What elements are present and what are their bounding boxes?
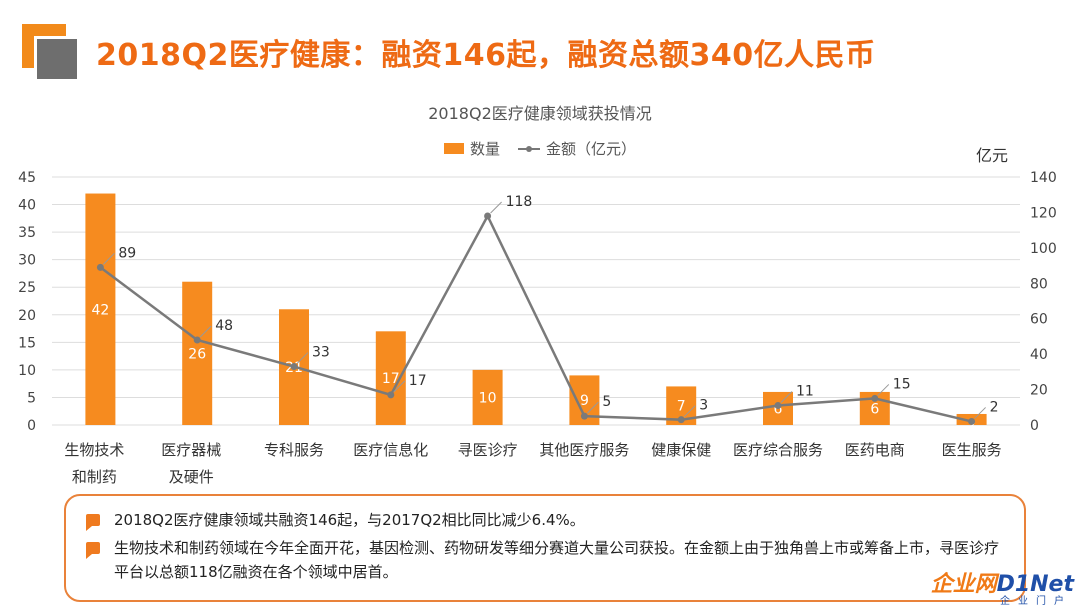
line-point xyxy=(193,336,201,344)
speech-bubble-icon xyxy=(86,514,100,531)
line-value-label: 118 xyxy=(506,194,533,210)
line-value-label: 33 xyxy=(312,345,330,361)
x-category-label: 医生服务 xyxy=(942,441,1002,459)
line-point xyxy=(387,391,395,399)
chart-legend: 数量 金额（亿元） xyxy=(0,138,1080,159)
line-point xyxy=(290,363,298,371)
brand-subtitle: 企业门户 xyxy=(1000,596,1072,607)
line-value-label: 15 xyxy=(893,376,911,392)
x-category-label: 其他医疗服务 xyxy=(539,441,629,459)
y-right-tick-label: 40 xyxy=(1030,347,1048,363)
chart-title: 2018Q2医疗健康领域获投情况 xyxy=(428,104,652,123)
note-item: 2018Q2医疗健康领域共融资146起，与2017Q2相比同比减少6.4%。 xyxy=(86,508,1002,532)
point-leader xyxy=(587,401,599,414)
legend-line-swatch xyxy=(518,143,540,155)
bar-value-label: 6 xyxy=(870,401,879,417)
line-value-label: 5 xyxy=(602,394,611,410)
legend-label-amount: 金额（亿元） xyxy=(546,140,637,158)
point-leader xyxy=(393,380,406,393)
legend-item-amount: 金额（亿元） xyxy=(518,138,636,159)
legend-item-count: 数量 xyxy=(443,138,500,159)
y-left-tick-label: 0 xyxy=(27,418,36,434)
slide-logo xyxy=(22,24,82,84)
x-category-label: 健康保健 xyxy=(651,441,711,459)
bar xyxy=(85,193,116,425)
y-left-tick-label: 30 xyxy=(18,253,36,269)
brand-logo: 企业网D1Net xyxy=(931,566,1074,598)
point-leader xyxy=(103,252,115,265)
bar-value-label: 6 xyxy=(774,401,783,417)
line-value-label: 48 xyxy=(215,318,233,334)
amount-line xyxy=(99,213,972,423)
bar xyxy=(472,369,503,425)
combo-chart: 0510152025303540450204060801001201404226… xyxy=(18,170,1057,486)
x-category-label: 医疗器械 xyxy=(161,441,221,459)
y-right-tick-label: 20 xyxy=(1030,383,1048,399)
y-left-tick-label: 40 xyxy=(18,198,36,214)
bar-value-label: 7 xyxy=(677,399,686,415)
line-point xyxy=(484,212,492,220)
bar xyxy=(182,281,213,425)
legend-label-count: 数量 xyxy=(469,140,500,158)
bar-value-label: 17 xyxy=(382,371,400,387)
point-leader xyxy=(296,352,309,364)
line-point xyxy=(677,416,685,424)
line-value-label: 3 xyxy=(699,398,708,414)
y-left-tick-label: 10 xyxy=(18,363,36,379)
y-left-tick-label: 35 xyxy=(18,225,36,241)
y-right-tick-label: 100 xyxy=(1030,241,1057,257)
brand-suffix: D1Net xyxy=(996,572,1074,597)
bar-value-label: 9 xyxy=(580,393,589,409)
line-value-label: 17 xyxy=(409,373,427,389)
point-leader xyxy=(199,325,212,338)
y-right-tick-label: 140 xyxy=(1030,170,1057,186)
y-right-tick-label: 120 xyxy=(1030,205,1057,221)
bar-value-label: 2 xyxy=(967,418,976,434)
x-category-label: 生物技术 xyxy=(64,441,124,459)
point-leader xyxy=(490,201,502,214)
x-category-label: 和制药 xyxy=(72,468,117,486)
x-category-label: 医药电商 xyxy=(845,441,905,459)
line-point xyxy=(96,263,104,271)
x-category-label: 医疗信息化 xyxy=(353,441,428,459)
y-left-tick-label: 45 xyxy=(18,170,36,186)
y-left-tick-label: 20 xyxy=(18,308,36,324)
y-left-tick-label: 5 xyxy=(27,390,36,406)
note-item: 生物技术和制药领域在今年全面开花，基因检测、药物研发等细分赛道大量公司获投。在金… xyxy=(86,536,1002,584)
point-leader xyxy=(683,405,696,418)
x-category-label: 医疗综合服务 xyxy=(733,441,823,459)
point-leader xyxy=(974,407,986,419)
line-point xyxy=(774,402,782,410)
right-axis-unit: 亿元 xyxy=(976,146,1009,165)
note-text: 2018Q2医疗健康领域共融资146起，与2017Q2相比同比减少6.4%。 xyxy=(114,511,585,529)
line-value-label: 2 xyxy=(990,399,999,415)
bar-value-label: 26 xyxy=(188,346,206,362)
note-text: 生物技术和制药领域在今年全面开花，基因检测、药物研发等细分赛道大量公司获投。在金… xyxy=(114,539,1000,581)
line-value-label: 89 xyxy=(118,245,136,261)
notes-box: 2018Q2医疗健康领域共融资146起，与2017Q2相比同比减少6.4%。 生… xyxy=(64,494,1026,602)
y-right-tick-label: 0 xyxy=(1030,418,1039,434)
point-leader xyxy=(780,391,793,403)
x-category-label: 及硬件 xyxy=(169,468,214,486)
slide-title: 2018Q2医疗健康：融资146起，融资总额340亿人民币 xyxy=(96,38,876,73)
y-left-tick-label: 15 xyxy=(18,335,36,351)
y-right-tick-label: 60 xyxy=(1030,312,1048,328)
speech-bubble-icon xyxy=(86,542,100,559)
point-leader xyxy=(877,384,890,396)
bar-value-label: 10 xyxy=(479,390,497,406)
legend-bar-swatch xyxy=(443,143,464,154)
x-category-label: 寻医诊疗 xyxy=(458,441,518,459)
x-category-label: 专科服务 xyxy=(264,441,324,459)
y-right-tick-label: 80 xyxy=(1030,276,1048,292)
y-left-tick-label: 25 xyxy=(18,280,36,296)
logo-gray-square xyxy=(34,36,80,82)
line-value-label: 11 xyxy=(796,384,814,400)
line-point xyxy=(871,394,879,402)
brand-name: 企业网 xyxy=(930,572,997,597)
bar-value-label: 42 xyxy=(91,302,109,318)
line-point xyxy=(580,412,588,420)
line-point xyxy=(968,417,976,425)
